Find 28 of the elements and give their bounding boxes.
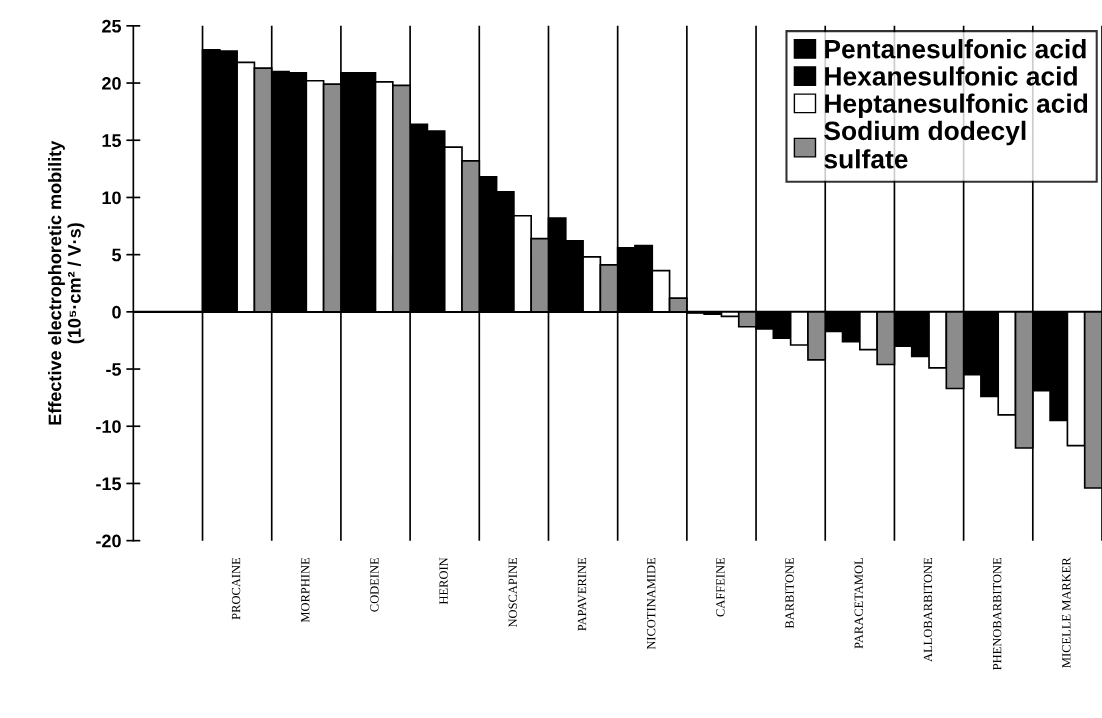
y-tick-label: 5	[112, 248, 122, 262]
x-tick-label: PAPAVERINE	[577, 557, 587, 631]
y-tick-label: 25	[102, 19, 122, 33]
x-tick-label: PROCAINE	[231, 557, 241, 620]
y-tick-label: 20	[102, 76, 121, 90]
y-tick-label: -15	[96, 477, 122, 491]
y-tick-label: 10	[102, 191, 121, 205]
x-tick-label: MICELLE MARKER	[1062, 557, 1071, 668]
y-tick-label: 0	[112, 305, 121, 319]
y-axis-title: Effective electrophoretic mobility (10⁵·cm² / V·s)	[48, 140, 85, 425]
y-tick-label: -5	[106, 363, 122, 376]
legend-label: Sodium dodecyl sulfate	[824, 120, 1026, 169]
x-tick-label: PHENOBARBITONE	[992, 557, 1002, 670]
x-tick-label: BARBITONE	[785, 557, 794, 629]
x-tick-label: ALLOBARBITONE	[923, 557, 933, 662]
x-tick-label: NICOTINAMIDE	[646, 557, 656, 650]
y-tick-label: -10	[96, 420, 121, 433]
legend-label: Heptanesulfonic acid	[825, 93, 1088, 119]
y-tick-label: -20	[96, 534, 121, 548]
x-tick-label: HEROIN	[439, 557, 448, 605]
x-tick-label: CODEINE	[370, 557, 379, 612]
x-tick-label: NOSCAPINE	[508, 557, 518, 628]
x-tick-label: CAFFEINE	[716, 557, 725, 617]
legend-label: Hexanesulfonic acid	[825, 66, 1077, 86]
y-tick-label: 15	[102, 134, 122, 147]
legend-label: Pentanesulfonic acid	[825, 39, 1086, 59]
x-tick-label: MORPHINE	[301, 557, 310, 623]
x-tick-label: PARACETAMOL	[854, 558, 863, 649]
